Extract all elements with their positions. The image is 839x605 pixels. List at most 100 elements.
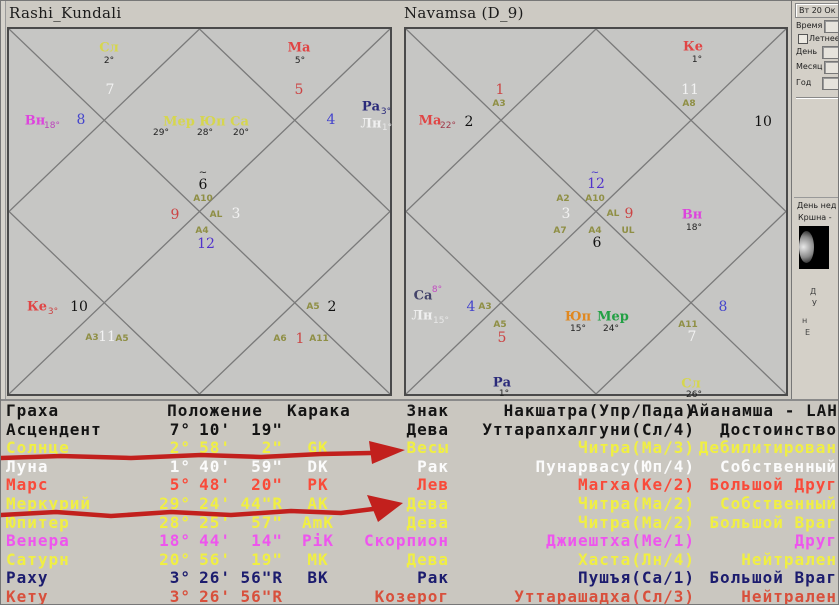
report-header-sign: Знак bbox=[406, 401, 449, 420]
row-sun-sign: Весы bbox=[406, 438, 449, 458]
row-rahu-deg: 3° bbox=[169, 568, 191, 588]
rashi-moon-degree: 1° bbox=[381, 123, 393, 133]
row-ketu-min: 26' bbox=[199, 587, 231, 605]
day-input[interactable] bbox=[822, 46, 838, 59]
row-mercury-sec: 44"R bbox=[240, 494, 283, 513]
row-ascendant-min: 10' bbox=[199, 419, 231, 439]
rashi-house-sign-10: 10 bbox=[70, 299, 88, 315]
month-input[interactable] bbox=[824, 61, 838, 74]
row-mars-sec: 20" bbox=[251, 475, 283, 495]
nav-arudha-a2: A2 bbox=[556, 194, 570, 204]
report-header: Граха Положение Карака Знак Накшатра(Упр/Пад… bbox=[1, 401, 838, 420]
row-jupiter-graha: Юпитер bbox=[6, 512, 70, 532]
nav-house-sign-2: 2 bbox=[464, 114, 474, 130]
sidebar-text-fragment: У bbox=[812, 299, 817, 308]
nav-sun: Сл bbox=[681, 376, 701, 392]
rashi-ketu: Ке bbox=[26, 299, 48, 315]
row-ascendant-dignity: Достоинство bbox=[720, 419, 837, 439]
nav-arudha-a4: A4 bbox=[588, 226, 602, 236]
row-moon-graha: Луна bbox=[6, 456, 49, 476]
nav-mars-degree: 22° bbox=[440, 121, 456, 131]
row-jupiter-deg: 28° bbox=[159, 512, 191, 532]
row-mars-min: 48' bbox=[199, 475, 231, 495]
nav-arudha-ul: UL bbox=[621, 226, 635, 236]
nav-house-sign-5: 5 bbox=[497, 330, 507, 346]
rashi-house-sign-1: 1 bbox=[295, 331, 305, 347]
rashi-house-sign-5: 5 bbox=[294, 82, 304, 98]
summer-time-checkbox[interactable] bbox=[798, 34, 808, 44]
row-ascendant-graha: Асцендент bbox=[6, 419, 102, 439]
row-venus-graha: Венера bbox=[6, 531, 70, 551]
rashi-saturn-degree: 20° bbox=[233, 128, 249, 138]
row-moon-sign: Рак bbox=[417, 456, 449, 476]
row-rahu-sign: Рак bbox=[417, 568, 449, 588]
row-ascendant: Асцендент 7° 10' 19" Дева Уттарапхалгуни(Сл/4… bbox=[1, 419, 838, 439]
rashi-ketu-degree: 3° bbox=[47, 307, 59, 317]
row-saturn-dignity: Нейтрален bbox=[741, 549, 837, 569]
nav-arudha-a11: A11 bbox=[678, 320, 698, 330]
row-moon-sec: 59" bbox=[251, 456, 283, 476]
row-ascendant-deg: 7° bbox=[169, 419, 191, 439]
nav-house-sign-10: 10 bbox=[754, 114, 772, 130]
row-mercury-min: 24' bbox=[199, 494, 231, 513]
rashi-house-sign-2: 2 bbox=[327, 299, 337, 315]
row-mars: Марс 5° 48' 20" PK Лев Магха(Ке/2) Большой Друг bbox=[1, 475, 838, 495]
row-sun-nakshatra: Читра(Ма/3) bbox=[578, 438, 695, 458]
rashi-sun: Сл bbox=[99, 40, 119, 56]
rashi-jupiter-degree: 28° bbox=[197, 128, 213, 138]
row-saturn-deg: 20° bbox=[159, 549, 191, 569]
row-mercury-sign: Дева bbox=[406, 494, 449, 513]
nav-venus: Вн bbox=[681, 207, 703, 223]
rashi-arudha-a11: A11 bbox=[309, 334, 329, 344]
nav-house-sign-4: 4 bbox=[466, 299, 476, 315]
nav-house-sign-3: 3 bbox=[561, 206, 571, 222]
row-sun: Солнце 2° 58' 2" GK Весы Читра(Ма/3) Дебилитиро… bbox=[1, 438, 838, 458]
row-sun-sec: 2" bbox=[261, 438, 283, 458]
row-ketu-sign: Козерог bbox=[374, 587, 449, 605]
nav-arudha-a3-2: A3 bbox=[478, 302, 492, 312]
rashi-rahu-degree: 3° bbox=[380, 107, 392, 117]
row-ascendant-sec: 19" bbox=[251, 419, 283, 439]
row-saturn-karaka: MK bbox=[307, 549, 329, 569]
navamsa-chart-title: Navamsa (D_9) bbox=[404, 4, 524, 22]
row-saturn-sign: Дева bbox=[406, 549, 449, 569]
day-label: День bbox=[796, 47, 818, 56]
nav-lagna-marker: ~ bbox=[590, 167, 600, 179]
rashi-mercury-jupiter-saturn: Мер Юп Са bbox=[163, 114, 249, 130]
row-sun-dignity: Дебилитирован bbox=[698, 438, 837, 458]
paksha-label: Кршна - bbox=[798, 213, 832, 222]
row-mars-sign: Лев bbox=[417, 475, 449, 495]
nav-house-sign-11: 11 bbox=[681, 82, 699, 98]
nav-ketu: Ке bbox=[682, 39, 704, 55]
row-saturn-min: 56' bbox=[199, 549, 231, 569]
row-mars-nakshatra: Магха(Ке/2) bbox=[578, 475, 695, 495]
row-ketu-sec: 56"R bbox=[240, 587, 283, 605]
year-input[interactable] bbox=[822, 77, 838, 90]
report-header-nakshatra: Накшатра(Упр/Пада) bbox=[503, 401, 695, 420]
date-button[interactable]: Вт 20 Ок bbox=[795, 3, 838, 18]
row-venus-sec: 14" bbox=[251, 531, 283, 551]
row-venus-dignity: Друг bbox=[794, 531, 837, 551]
row-ketu-nakshatra: Уттарашадха(Сл/3) bbox=[514, 587, 695, 605]
window-edge bbox=[1, 1, 6, 399]
rashi-house-sign-6: 6 bbox=[198, 177, 208, 193]
rashi-house-sign-11: 11 bbox=[98, 329, 116, 345]
row-ascendant-sign: Дева bbox=[406, 419, 449, 439]
sidebar-separator bbox=[796, 97, 838, 99]
row-mars-deg: 5° bbox=[169, 475, 191, 495]
row-jupiter-nakshatra: Читра(Ма/2) bbox=[578, 512, 695, 532]
row-rahu-sec: 56"R bbox=[240, 568, 283, 588]
row-rahu-graha: Раху bbox=[6, 568, 49, 588]
moon-phase-image bbox=[799, 226, 829, 269]
row-jupiter-sec: 57" bbox=[251, 512, 283, 532]
nav-mercury: Мер bbox=[597, 309, 629, 325]
row-jupiter: Юпитер 28° 25' 57" AmK Дева Читра(Ма/2) Большой… bbox=[1, 512, 838, 532]
row-mercury-dignity: Собственный bbox=[720, 494, 837, 513]
nav-house-sign-12: 12 bbox=[587, 176, 605, 192]
nav-arudha-a10: A10 bbox=[585, 194, 605, 204]
time-input[interactable] bbox=[824, 20, 838, 33]
month-label: Месяц bbox=[796, 62, 823, 71]
row-venus-min: 44' bbox=[199, 531, 231, 551]
report-header-position: Положение bbox=[167, 401, 263, 420]
